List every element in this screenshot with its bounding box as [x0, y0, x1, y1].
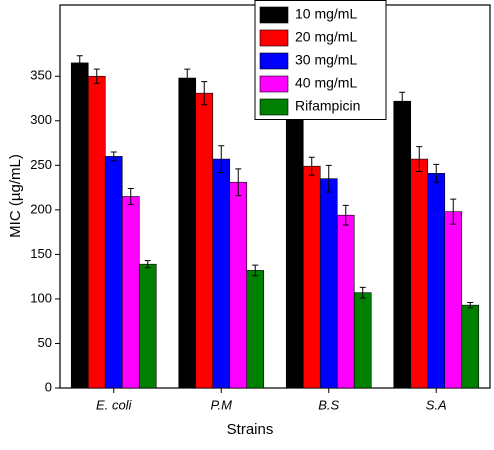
error-bar: [144, 260, 151, 269]
bar: [121, 196, 140, 389]
error-bar: [184, 68, 191, 88]
error-bar: [359, 286, 366, 299]
y-tick-label: 350: [30, 68, 52, 83]
x-tick-label: E. coli: [96, 397, 133, 412]
bar: [444, 211, 463, 389]
y-axis-label: MIC (µg/mL): [7, 154, 24, 238]
error-bar: [450, 198, 457, 225]
error-bar: [467, 301, 474, 309]
bar: [104, 156, 123, 389]
bar: [246, 270, 265, 389]
bar: [353, 292, 372, 389]
bar: [461, 304, 480, 389]
bar: [178, 77, 197, 389]
error-bar: [127, 187, 134, 206]
bar: [427, 173, 446, 389]
error-bar: [76, 55, 83, 71]
y-tick-label: 150: [30, 246, 52, 261]
bar: [393, 100, 412, 389]
bar: [70, 62, 89, 389]
error-bar: [416, 146, 423, 173]
legend-swatch: [259, 52, 289, 70]
error-bar: [399, 91, 406, 111]
error-bar: [218, 145, 225, 173]
legend-label: 40 mg/mL: [295, 75, 357, 91]
legend-label: Rifampicin: [295, 98, 360, 114]
bar: [410, 158, 429, 389]
y-tick-label: 200: [30, 201, 52, 216]
error-bar: [325, 164, 332, 193]
legend-label: 30 mg/mL: [295, 52, 357, 68]
error-bar: [235, 168, 242, 197]
bar: [319, 178, 338, 389]
bar: [302, 165, 321, 389]
error-bar: [110, 151, 117, 162]
bar: [285, 109, 304, 389]
bar: [229, 181, 248, 389]
x-tick-label: P.M: [211, 397, 233, 412]
legend-swatch: [259, 29, 289, 47]
error-bar: [252, 264, 259, 277]
x-tick-label: S.A: [426, 397, 447, 412]
bar: [212, 158, 231, 389]
x-axis-label: Strains: [227, 421, 274, 438]
y-tick-label: 50: [38, 335, 52, 350]
legend-label: 20 mg/mL: [295, 29, 357, 45]
bar: [336, 214, 355, 389]
error-bar: [342, 204, 349, 226]
bar: [195, 92, 214, 389]
bar: [138, 263, 157, 389]
y-tick-label: 300: [30, 112, 52, 127]
error-bar: [433, 163, 440, 183]
y-tick-label: 0: [45, 379, 52, 394]
legend-swatch: [259, 75, 289, 93]
legend-label: 10 mg/mL: [295, 6, 357, 22]
error-bar: [201, 81, 208, 106]
error-bar: [93, 68, 100, 84]
bar: [87, 75, 106, 389]
x-tick-label: B.S: [318, 397, 339, 412]
legend-swatch: [259, 98, 289, 116]
error-bar: [308, 156, 315, 176]
y-tick-label: 100: [30, 290, 52, 305]
legend-swatch: [259, 6, 289, 24]
y-tick-label: 250: [30, 157, 52, 172]
